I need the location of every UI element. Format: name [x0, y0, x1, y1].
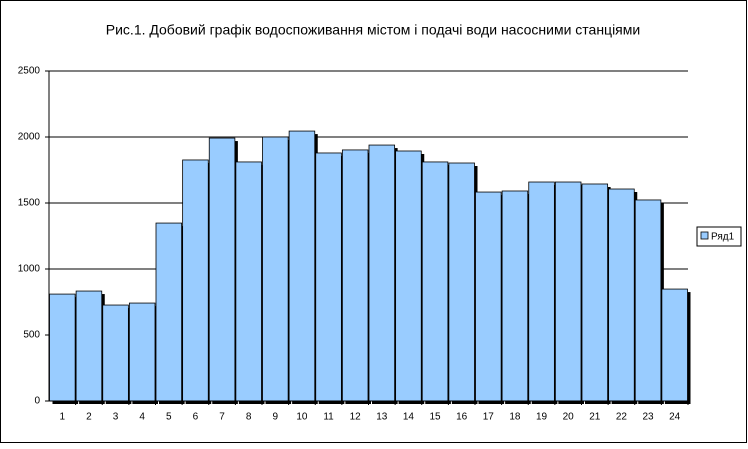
x-tick-label: 15 [430, 412, 442, 423]
x-tick-label: 8 [246, 412, 252, 423]
bar [235, 161, 262, 402]
bar [128, 302, 156, 402]
y-tick-label: 500 [23, 330, 40, 341]
x-tick-label: 16 [456, 412, 468, 423]
x-tick-label: 20 [563, 412, 575, 423]
x-tick-label: 10 [296, 412, 308, 423]
bar [49, 293, 76, 402]
y-tick-label: 1000 [18, 264, 41, 275]
x-tick-label: 21 [589, 412, 601, 423]
bar [368, 144, 396, 402]
bar [262, 136, 289, 402]
legend-swatch [700, 231, 709, 240]
x-tick-label: 13 [376, 412, 388, 423]
bar [341, 149, 369, 402]
x-tick-label: 19 [536, 412, 548, 423]
bar [208, 137, 236, 402]
x-tick-label: 1 [60, 412, 66, 423]
y-tick-label: 2500 [18, 66, 41, 77]
bar [102, 304, 129, 402]
bar [315, 152, 342, 402]
bar [554, 181, 582, 402]
chart-title: Рис.1. Добовий графік водоспоживання міс… [106, 22, 640, 38]
bar [528, 181, 555, 402]
x-tick-label: 5 [166, 412, 172, 423]
bar [475, 191, 502, 402]
y-tick-label: 0 [34, 396, 40, 407]
x-tick-label: 3 [113, 412, 119, 423]
x-tick-label: 11 [323, 412, 334, 423]
x-tick-label: 12 [350, 412, 362, 423]
bar [501, 190, 529, 402]
y-tick-label: 1500 [18, 198, 41, 209]
bar [421, 161, 449, 402]
x-tick-label: 18 [509, 412, 521, 423]
legend-label: Ряд1 [711, 232, 735, 243]
x-tick-label: 23 [643, 412, 655, 423]
bar [395, 150, 422, 402]
x-tick-label: 9 [273, 412, 279, 423]
x-tick-label: 2 [86, 412, 92, 423]
bar [608, 188, 635, 402]
x-tick-label: 14 [403, 412, 415, 423]
bar [581, 183, 609, 402]
x-tick-label: 24 [669, 412, 681, 423]
x-tick-label: 7 [219, 412, 225, 423]
bar [75, 290, 103, 402]
x-tick-label: 22 [616, 412, 628, 423]
bar [182, 159, 209, 402]
x-tick-label: 6 [193, 412, 199, 423]
bar [288, 130, 316, 402]
bar [155, 222, 183, 402]
y-tick-label: 2000 [18, 132, 41, 143]
bar [661, 288, 688, 402]
bar [634, 199, 662, 402]
x-tick-label: 17 [483, 412, 495, 423]
bar [448, 162, 475, 402]
x-tick-label: 4 [139, 412, 145, 423]
